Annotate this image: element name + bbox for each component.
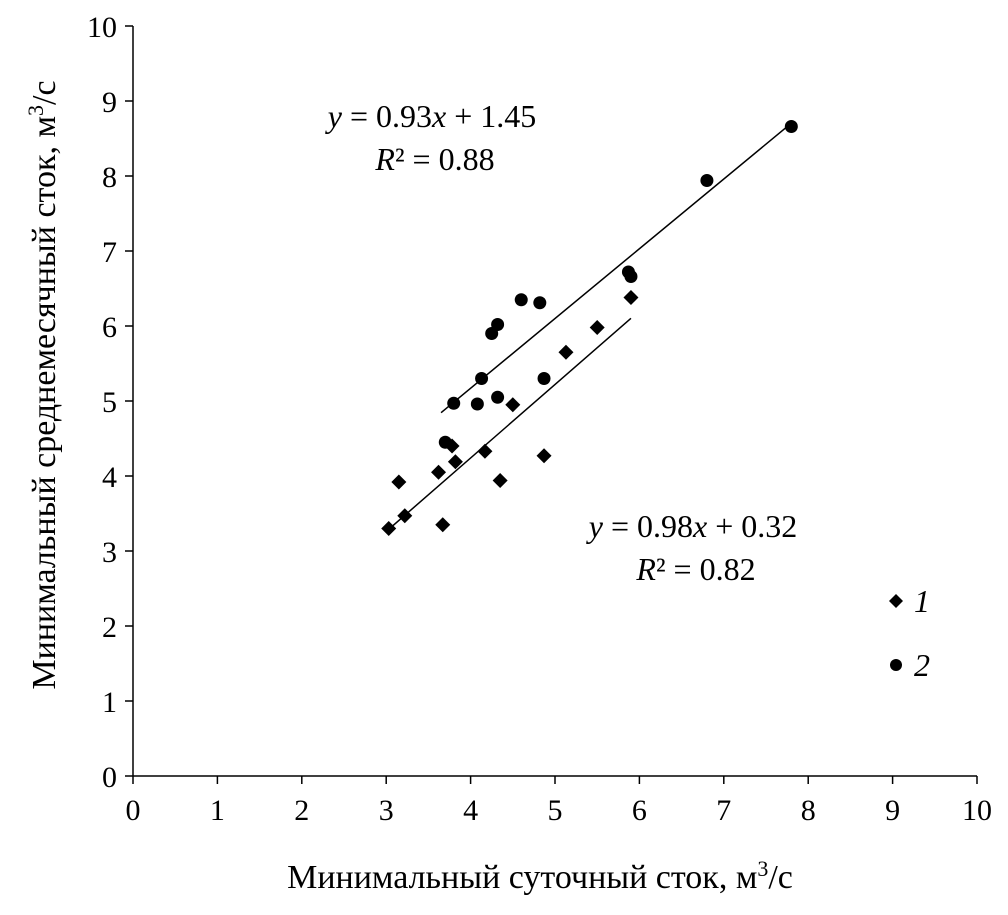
equation-series-2-formula: y = 0.93x + 1.45 (325, 98, 537, 134)
x-axis-title: Минимальный суточный сток, м3/с (287, 856, 793, 896)
y-axis-title: Минимальный среднемесячный сток, м3/с (23, 80, 63, 689)
point-series-2 (537, 372, 551, 385)
point-series-2 (447, 396, 461, 410)
x-tick-label: 3 (379, 794, 394, 827)
x-tick-label: 0 (126, 794, 141, 827)
x-tick-label: 6 (632, 794, 647, 827)
legend: 1 2 (889, 583, 930, 683)
y-tick-label: 10 (87, 11, 117, 44)
y-tick-label: 6 (102, 311, 117, 344)
y-tick-label: 4 (102, 461, 117, 494)
y-tick-label: 7 (102, 236, 117, 269)
trendline-series-1 (385, 317, 632, 533)
point-series-2 (624, 270, 638, 283)
y-tick-label: 3 (102, 536, 117, 569)
point-series-2 (784, 120, 798, 133)
legend-marker-circle (890, 659, 902, 671)
x-ticks: 0 1 2 3 4 5 6 7 8 9 10 (126, 776, 992, 827)
x-tick-label: 4 (463, 794, 478, 827)
y-tick-label: 1 (102, 686, 117, 719)
point-series-2 (491, 318, 505, 331)
point-series-1 (623, 290, 639, 305)
x-tick-label: 5 (548, 794, 563, 827)
equation-series-1-formula: y = 0.98x + 0.32 (586, 508, 798, 544)
point-series-1 (492, 473, 508, 488)
y-tick-label: 9 (102, 86, 117, 119)
axes: 0 1 2 3 4 5 6 7 8 9 10 0 1 2 3 4 5 6 7 8 9 10 (87, 11, 992, 827)
equation-series-1: y = 0.98x + 0.32 R² = 0.82 (586, 508, 798, 587)
x-tick-label: 2 (294, 794, 309, 827)
y-tick-label: 0 (102, 761, 117, 794)
y-ticks: 0 1 2 3 4 5 6 7 8 9 10 (87, 11, 133, 794)
x-tick-label: 10 (962, 794, 992, 827)
point-series-1 (391, 474, 407, 490)
point-series-1 (558, 344, 574, 360)
y-tick-label: 8 (102, 161, 117, 194)
point-series-1 (589, 320, 605, 335)
y-tick-label: 2 (102, 611, 117, 644)
x-tick-label: 1 (210, 794, 225, 827)
point-series-1 (397, 508, 413, 524)
trendlines (385, 124, 791, 533)
point-series-1 (447, 454, 463, 470)
legend-marker-diamond (889, 594, 903, 608)
point-series-1 (381, 521, 397, 536)
point-series-2 (475, 372, 489, 385)
point-series-2 (533, 296, 547, 310)
point-series-1 (477, 443, 493, 459)
point-series-2 (491, 390, 505, 404)
point-series-1 (505, 397, 521, 413)
point-series-2 (700, 174, 714, 187)
point-series-1 (435, 517, 451, 533)
data-points (381, 120, 798, 536)
y-tick-label: 5 (102, 386, 117, 419)
x-tick-label: 7 (716, 794, 731, 827)
point-series-2 (470, 397, 484, 411)
point-series-1 (431, 464, 447, 480)
equation-series-2-r2: R² = 0.88 (374, 141, 494, 177)
x-tick-label: 9 (885, 794, 900, 827)
x-tick-label: 8 (801, 794, 816, 827)
legend-label-series-2: 2 (914, 647, 930, 683)
point-series-2 (438, 435, 452, 449)
point-series-2 (514, 293, 528, 307)
legend-label-series-1: 1 (914, 583, 930, 619)
point-series-1 (536, 448, 552, 464)
equation-series-2: y = 0.93x + 1.45 R² = 0.88 (325, 98, 537, 177)
trendline-series-2 (440, 124, 791, 414)
equation-series-1-r2: R² = 0.82 (635, 551, 755, 587)
